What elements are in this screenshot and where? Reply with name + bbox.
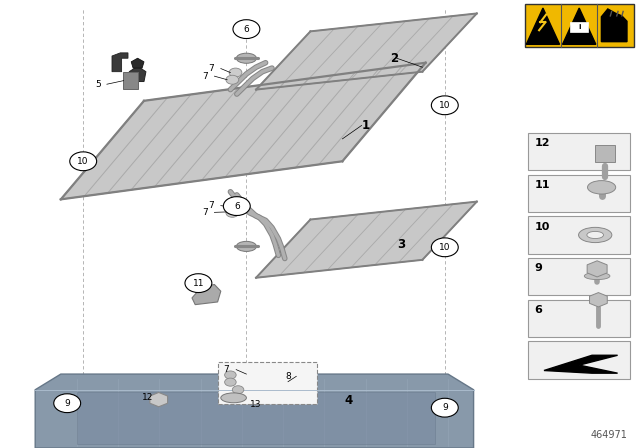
Ellipse shape — [588, 181, 616, 194]
Text: 3: 3 — [397, 237, 405, 251]
Text: 7: 7 — [209, 201, 214, 210]
Circle shape — [229, 202, 242, 211]
Text: 10: 10 — [534, 222, 550, 232]
Bar — [528, 300, 630, 337]
Polygon shape — [35, 374, 474, 448]
Circle shape — [54, 394, 81, 413]
Polygon shape — [563, 8, 596, 44]
Text: 12: 12 — [141, 393, 153, 402]
Polygon shape — [192, 284, 221, 305]
Polygon shape — [595, 145, 615, 162]
Polygon shape — [526, 8, 559, 44]
Polygon shape — [256, 13, 477, 90]
Circle shape — [226, 75, 239, 84]
Text: 5: 5 — [96, 80, 101, 89]
Bar — [528, 258, 630, 295]
Bar — [528, 341, 630, 379]
Text: 7: 7 — [202, 72, 207, 81]
Circle shape — [232, 386, 244, 394]
Ellipse shape — [221, 393, 246, 403]
Text: 13: 13 — [250, 401, 262, 409]
Bar — [528, 216, 630, 254]
Polygon shape — [602, 9, 627, 42]
Circle shape — [431, 238, 458, 257]
Text: 10: 10 — [439, 101, 451, 110]
Ellipse shape — [587, 231, 604, 238]
Text: 1: 1 — [362, 119, 370, 132]
Text: 464971: 464971 — [590, 430, 627, 440]
Text: 8: 8 — [285, 372, 291, 381]
Circle shape — [225, 371, 236, 379]
Text: i: i — [578, 24, 580, 30]
Text: 4: 4 — [344, 394, 353, 408]
Circle shape — [70, 152, 97, 171]
Polygon shape — [77, 392, 435, 444]
Ellipse shape — [584, 272, 610, 280]
Bar — [218, 362, 317, 404]
Bar — [528, 133, 630, 170]
Text: 10: 10 — [439, 243, 451, 252]
Text: 12: 12 — [534, 138, 550, 148]
Circle shape — [431, 96, 458, 115]
Ellipse shape — [579, 228, 612, 243]
Polygon shape — [128, 66, 146, 82]
Ellipse shape — [236, 53, 257, 63]
Circle shape — [431, 398, 458, 417]
Text: 7: 7 — [224, 365, 229, 374]
Polygon shape — [112, 53, 128, 72]
Circle shape — [226, 208, 239, 217]
Polygon shape — [256, 202, 477, 278]
Bar — [123, 72, 138, 89]
Text: 7: 7 — [202, 208, 207, 217]
Polygon shape — [589, 293, 607, 307]
Text: 9: 9 — [442, 403, 447, 412]
Polygon shape — [131, 58, 144, 68]
Text: 6: 6 — [244, 25, 249, 34]
Ellipse shape — [236, 241, 257, 251]
Polygon shape — [544, 355, 618, 373]
Polygon shape — [587, 261, 607, 277]
Text: 6: 6 — [234, 202, 239, 211]
Bar — [570, 22, 588, 32]
Circle shape — [233, 20, 260, 39]
Circle shape — [229, 68, 242, 77]
Text: 9: 9 — [65, 399, 70, 408]
Text: 11: 11 — [534, 180, 550, 190]
Polygon shape — [150, 392, 168, 407]
Circle shape — [225, 378, 236, 386]
Text: 10: 10 — [77, 157, 89, 166]
Circle shape — [185, 274, 212, 293]
Text: 7: 7 — [209, 64, 214, 73]
Text: 6: 6 — [534, 305, 542, 315]
Polygon shape — [61, 63, 426, 199]
Bar — [528, 175, 630, 212]
Circle shape — [223, 197, 250, 215]
Text: 11: 11 — [193, 279, 204, 288]
Bar — [525, 4, 634, 47]
Text: 2: 2 — [390, 52, 399, 65]
Text: 9: 9 — [534, 263, 542, 273]
